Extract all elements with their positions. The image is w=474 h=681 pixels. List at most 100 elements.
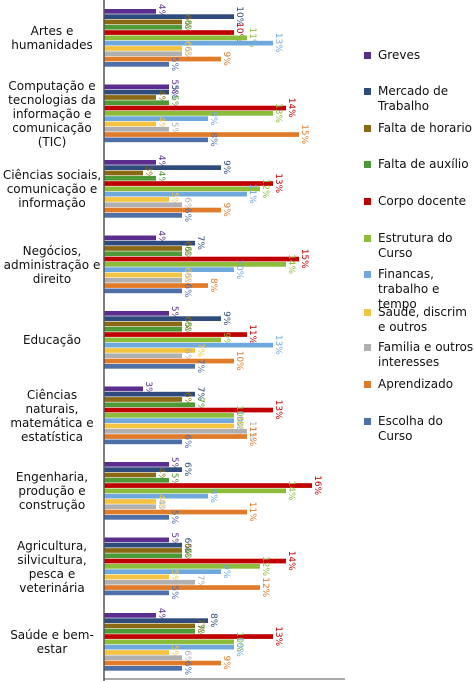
bar <box>104 342 273 348</box>
value-label: 5% <box>169 645 179 660</box>
bar <box>104 121 156 127</box>
value-label: 11% <box>247 184 257 204</box>
bar <box>104 504 156 510</box>
bar <box>104 326 182 332</box>
value-label: 6% <box>182 434 192 449</box>
bar <box>104 483 312 488</box>
bar <box>104 418 234 423</box>
legend-label: Financas, trabalho e tempo <box>378 267 440 311</box>
value-label: 7% <box>195 236 205 251</box>
bar <box>104 477 169 483</box>
value-label: 9% <box>221 656 231 671</box>
value-label: 13% <box>273 626 283 646</box>
value-label: 10% <box>234 22 244 42</box>
bar <box>104 283 208 288</box>
value-label: 5% <box>169 569 179 584</box>
value-label: 5% <box>169 585 179 600</box>
value-label: 6% <box>182 20 192 35</box>
bar <box>104 9 156 14</box>
value-label: 5% <box>169 85 179 100</box>
bar <box>104 439 182 445</box>
value-label: 10% <box>234 416 244 436</box>
value-label: 7% <box>195 343 205 358</box>
value-label: 4% <box>156 608 166 623</box>
value-label: 8% <box>208 111 218 126</box>
bar <box>104 639 234 645</box>
bar <box>104 95 156 100</box>
bar <box>104 235 156 241</box>
value-label: 4% <box>156 230 166 245</box>
value-label: 6% <box>182 197 192 212</box>
value-label: 6% <box>182 538 192 553</box>
legend-label: Greves <box>378 48 421 62</box>
value-label: 4% <box>156 171 166 186</box>
value-label: 16% <box>312 475 322 495</box>
bar <box>104 564 260 569</box>
bar <box>104 558 286 564</box>
bar <box>104 165 221 170</box>
bar <box>104 585 260 590</box>
bar <box>104 40 273 46</box>
bar <box>104 553 182 559</box>
legend-swatch <box>364 271 371 278</box>
bar <box>104 364 195 369</box>
bar <box>104 413 234 418</box>
legend-label: Corpo docente <box>378 194 467 208</box>
bar <box>104 337 221 343</box>
bar <box>104 213 182 218</box>
value-label: 6% <box>182 46 192 61</box>
value-label: 10% <box>234 405 244 425</box>
value-label: 14% <box>286 551 296 571</box>
value-label: 7% <box>195 387 205 402</box>
value-label: 8% <box>208 278 218 293</box>
bar <box>104 499 156 504</box>
legend-label: Mercado de Trabalho <box>378 84 449 113</box>
value-label: 7% <box>195 397 205 412</box>
value-label: 7% <box>195 575 205 590</box>
value-label: 12% <box>260 178 270 198</box>
bar <box>104 160 156 165</box>
bar <box>104 51 182 57</box>
value-label: 10% <box>234 410 244 430</box>
category-label: Engenharia, produção e construção <box>15 470 89 512</box>
bar <box>104 24 182 30</box>
bar <box>104 132 299 137</box>
value-label: 10% <box>234 259 244 279</box>
value-label: 9% <box>221 203 231 218</box>
value-label: 5% <box>169 473 179 488</box>
value-label: 11% <box>247 27 257 47</box>
bar <box>104 56 221 62</box>
bar <box>104 655 182 661</box>
category-label: Ciências sociais, comunicação e informaç… <box>2 168 102 210</box>
bar <box>104 288 182 294</box>
bar <box>104 462 169 467</box>
legend-swatch <box>364 381 371 388</box>
legend-swatch <box>364 418 371 425</box>
value-label: 6% <box>182 241 192 256</box>
bar <box>104 428 247 434</box>
value-label: 6% <box>182 650 192 665</box>
value-label: 9% <box>221 332 231 347</box>
bar <box>104 277 182 283</box>
bar <box>104 246 182 251</box>
value-label: 8% <box>208 132 218 147</box>
value-label: 5% <box>169 510 179 525</box>
bar <box>104 207 221 213</box>
value-label: 6% <box>182 41 192 56</box>
bar <box>104 579 195 585</box>
bar <box>104 391 195 397</box>
value-label: 4% <box>156 90 166 105</box>
bar <box>104 116 208 121</box>
value-label: 6% <box>182 392 192 407</box>
bar <box>104 660 221 666</box>
bar <box>104 30 234 35</box>
bar <box>104 202 182 208</box>
value-label: 10% <box>234 631 244 651</box>
bar <box>104 590 169 596</box>
value-label: 5% <box>169 306 179 321</box>
value-label: 4% <box>156 116 166 131</box>
value-label: 6% <box>182 267 192 282</box>
value-label: 6% <box>182 661 192 676</box>
value-label: 15% <box>299 249 309 269</box>
bar <box>104 488 286 494</box>
